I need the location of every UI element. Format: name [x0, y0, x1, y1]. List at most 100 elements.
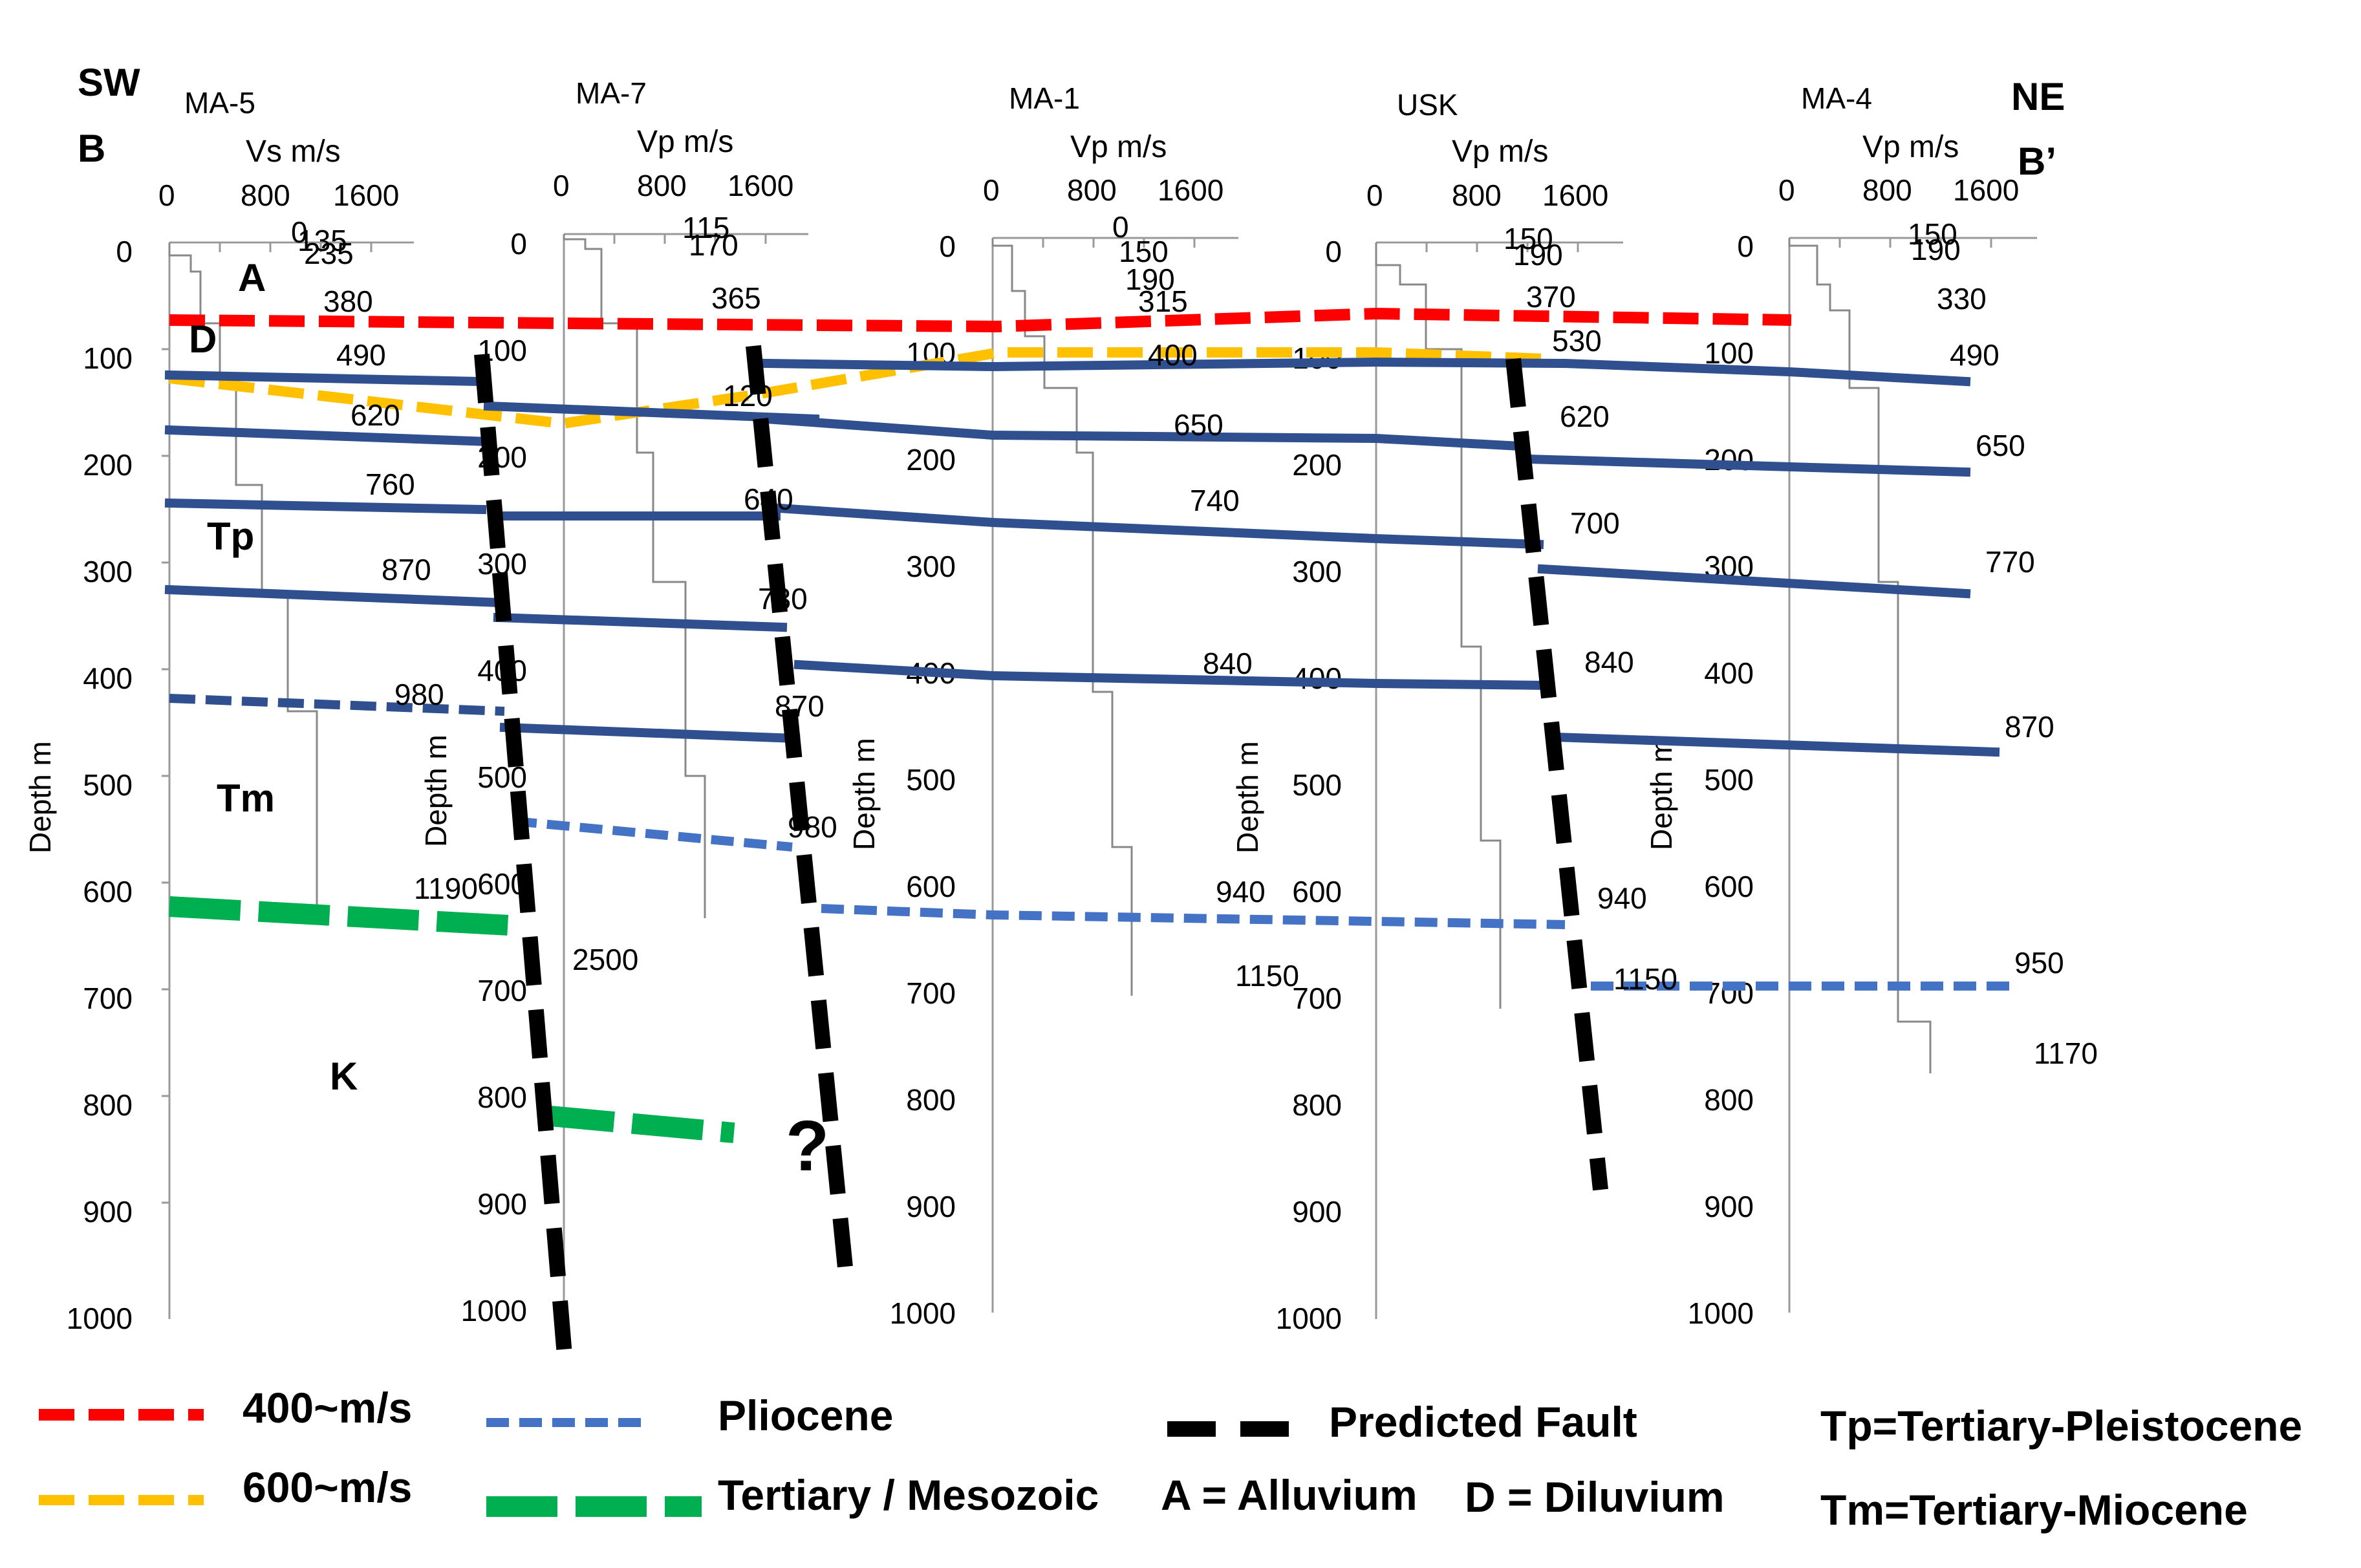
value-label: 650 [1174, 408, 1224, 442]
well-name-ma7: MA-7 [576, 76, 647, 110]
depth-tick: 700 [83, 982, 133, 1015]
value-label: 370 [1526, 280, 1576, 314]
value-label: 730 [758, 582, 808, 616]
well-name-ma1: MA-1 [1009, 81, 1080, 115]
value-label: 150 [1119, 235, 1169, 268]
depth-tick: 200 [906, 443, 956, 477]
depth-tick: 900 [1292, 1195, 1342, 1229]
depth-axis-title-usk: Depth m [1231, 741, 1264, 854]
depth-tick: 300 [83, 555, 133, 588]
depth-tick: 800 [906, 1083, 956, 1117]
depth-tick: 1000 [67, 1302, 133, 1335]
depth-tick: 600 [906, 870, 956, 903]
depth-tick: 0 [510, 227, 527, 261]
vel-ticks-usk: 0 800 1600 [1366, 178, 1608, 212]
value-label: 170 [689, 228, 738, 262]
depth-tick: 900 [906, 1190, 956, 1223]
tertiary-mesozoic-boundaries [169, 896, 735, 1143]
boundary-600ms [169, 347, 1546, 429]
legend-blue-label: Pliocene [718, 1391, 893, 1439]
depth-tick: 200 [1292, 448, 1342, 482]
vel-ticks-ma5: 0 800 1600 [158, 178, 399, 212]
depth-tick: 600 [1292, 875, 1342, 908]
value-label: 640 [744, 482, 793, 516]
vel-tick: 800 [241, 178, 290, 212]
legend-alluvium: A = Alluvium [1161, 1471, 1418, 1519]
value-label: 115 [682, 211, 729, 244]
value-label: 365 [711, 281, 761, 315]
vel-tick: 800 [637, 169, 687, 202]
vel-tick: 1600 [728, 169, 793, 202]
well-name-usk: USK [1397, 88, 1458, 122]
vel-ticks-ma7: 0 800 1600 [553, 169, 793, 202]
vel-tick: 0 [983, 173, 1000, 207]
value-label: 490 [1950, 338, 2000, 372]
depth-tick: 500 [1292, 768, 1342, 802]
depth-ticks-ma5: 0 100 200 300 400 500 600 700 800 900 10… [67, 235, 133, 1335]
depth-tick: 0 [1325, 235, 1342, 268]
legend-tp: Tp=Tertiary-Pleistocene [1820, 1402, 2302, 1450]
vel-tick: 0 [1778, 173, 1795, 207]
legend-diluvium: D = Diluvium [1465, 1473, 1725, 1521]
legend-yellow-label: 600~m/s [243, 1463, 412, 1511]
depth-tick: 400 [1704, 656, 1754, 690]
vel-tick: 0 [1366, 178, 1383, 212]
value-label: 770 [1985, 545, 2035, 579]
value-label: 1150 [1613, 962, 1677, 996]
vel-tick: 1600 [1158, 173, 1224, 207]
profile-ma4 [1788, 238, 1932, 1073]
vel-tick: 1600 [333, 178, 399, 212]
value-label: 980 [394, 678, 444, 711]
depth-tick: 300 [906, 550, 956, 583]
values-usk: 150 190 370 530 620 700 840 940 1150 [1504, 222, 1677, 996]
value-label: 0 [291, 215, 308, 249]
profile-ma1 [991, 238, 1133, 996]
value-label: 315 [1138, 285, 1188, 318]
value-label: 190 [1911, 233, 1961, 266]
value-label: 530 [1552, 324, 1602, 358]
depth-tick: 500 [83, 768, 133, 802]
depth-ticks-ma1: 0 100 200 300 400 500 600 700 800 900 10… [890, 230, 956, 1330]
depth-axis-title-ma5: Depth m [23, 741, 57, 854]
unit-tm: Tm [217, 777, 275, 820]
depth-tick: 200 [83, 448, 133, 482]
predicted-faults [474, 345, 1608, 1371]
depth-tick: 700 [1292, 982, 1342, 1015]
depth-tick: 100 [1704, 336, 1754, 370]
depth-tick: 0 [116, 235, 133, 268]
depth-tick: 600 [1704, 870, 1754, 903]
value-label: 1190 [414, 872, 478, 905]
depth-tick: 400 [83, 661, 133, 695]
value-label: 950 [2014, 946, 2064, 980]
well-name-ma4: MA-4 [1801, 81, 1872, 115]
b-label: B [78, 127, 105, 170]
pliocene-boundaries [513, 817, 2018, 991]
depth-tick: 800 [1292, 1088, 1342, 1122]
vel-ticks-ma4: 0 800 1600 [1778, 173, 2019, 207]
ne-label: NE [2011, 75, 2065, 118]
value-label: 650 [1976, 429, 2025, 462]
profile-ma7 [563, 234, 706, 918]
b-prime-label: B’ [2018, 140, 2056, 183]
vel-tick: 800 [1067, 173, 1117, 207]
value-label: 940 [1597, 881, 1647, 915]
depth-tick: 0 [1737, 230, 1754, 263]
velocity-profiles [168, 234, 1932, 1073]
value-label: 1150 [1235, 959, 1299, 993]
depth-tick: 500 [906, 763, 956, 797]
boundary-400ms [169, 307, 1792, 333]
layer-boundaries [164, 357, 2000, 757]
depth-tick: 800 [1704, 1083, 1754, 1117]
vel-label-ma7: Vp m/s [637, 125, 733, 159]
values-ma1: 0 150 190 315 400 650 740 840 940 1150 [1112, 210, 1299, 993]
depth-axis-title-ma1: Depth m [847, 738, 881, 850]
legend-red-label: 400~m/s [243, 1384, 412, 1432]
depth-tick: 1000 [1276, 1302, 1342, 1335]
value-label: 330 [1937, 282, 1987, 316]
fault-3 [1505, 358, 1608, 1191]
depth-tick: 600 [83, 875, 133, 908]
vel-label-ma1: Vp m/s [1070, 130, 1167, 164]
vel-tick: 1600 [1953, 173, 2019, 207]
depth-tick: 1000 [890, 1296, 956, 1330]
